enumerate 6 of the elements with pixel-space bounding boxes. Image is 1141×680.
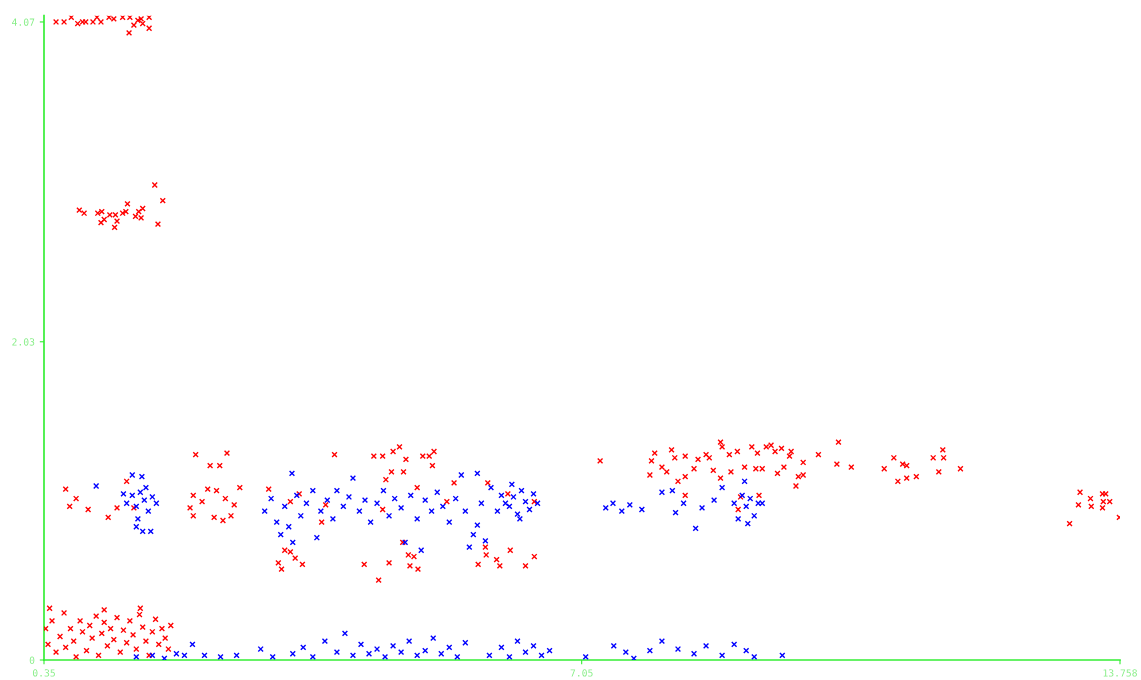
x-tick-label: 0.35 [32,669,55,677]
x-tick-label: 7.05 [570,669,593,677]
x-tick-label: 13.758 [1103,669,1137,677]
y-tick-label: 4.07 [12,18,35,26]
y-tick-label: 0 [29,656,35,664]
y-tick-label: 2.03 [12,338,35,346]
